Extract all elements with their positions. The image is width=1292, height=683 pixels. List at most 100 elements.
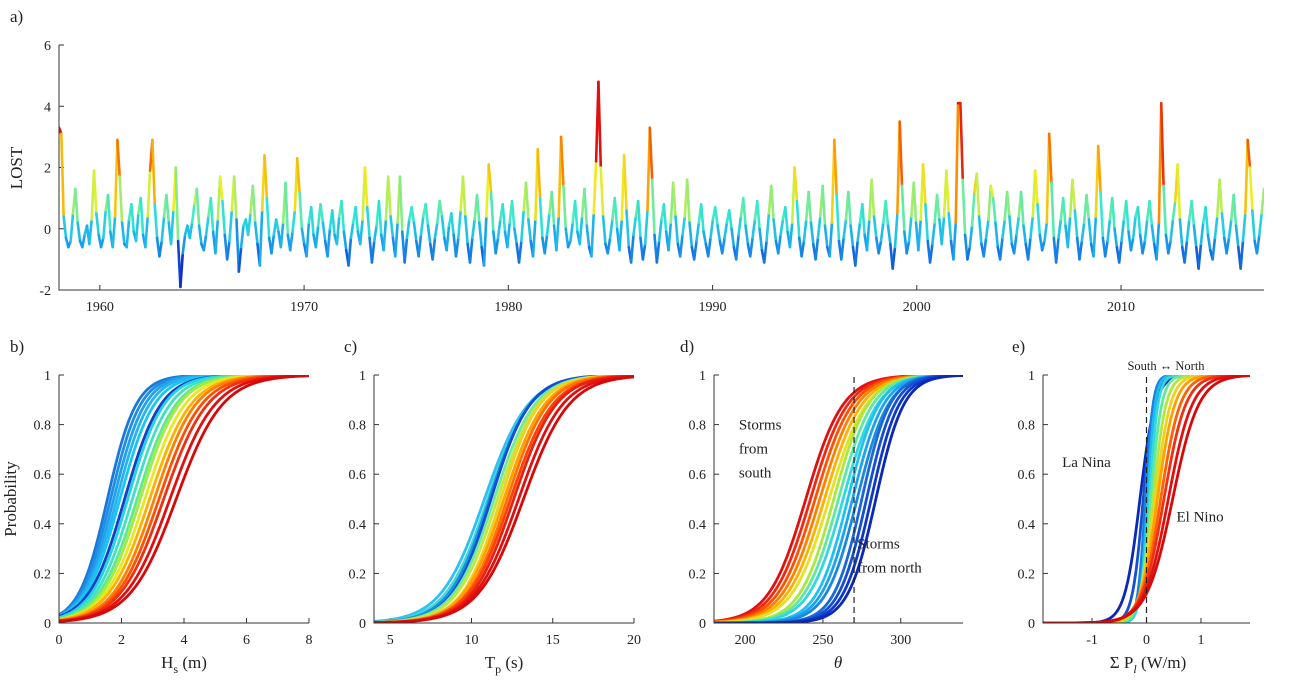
lost-series-segment: [678, 233, 684, 258]
xtick-label: 1980: [494, 300, 522, 315]
lost-series-segment: [849, 224, 855, 249]
lost-series-segment: [295, 157, 301, 194]
lost-series-segment: [685, 178, 691, 224]
panel-a-ticks: -2 0 2 4 6 1960 1970 1980 1990 2000 2010: [39, 39, 1135, 315]
panel-d-ticks: 0 0.2 0.4 0.6 0.8 1 200 250 300: [689, 369, 912, 648]
lost-series-segment: [599, 166, 605, 218]
ytick-label: 0: [44, 223, 51, 238]
lost-series-segment: [954, 101, 960, 224]
lost-series-segment: [1185, 218, 1191, 243]
lost-series-segment: [1225, 236, 1231, 255]
lost-series-segment: [209, 196, 215, 234]
lost-series-segment: [1220, 212, 1226, 240]
lost-series-segment: [1117, 239, 1123, 264]
lost-series-segment: [994, 221, 1000, 249]
lost-series-segment: [106, 193, 112, 234]
panel-e-annotations: La Nina El Nino: [1062, 455, 1223, 526]
lost-series-segment: [776, 233, 782, 255]
lost-series-segment: [305, 221, 311, 258]
panel-d-series: [714, 375, 963, 623]
annotation-text: south: [739, 466, 772, 482]
lost-series-segment: [769, 184, 775, 221]
lost-series-segment: [99, 236, 105, 249]
lost-series-segment: [204, 215, 210, 237]
lost-series-segment: [608, 218, 614, 240]
lost-series-segment: [606, 236, 612, 255]
lost-series-segment: [1015, 215, 1021, 237]
lost-series-segment: [398, 175, 404, 234]
lost-series-segment: [412, 221, 418, 243]
lost-series-segment: [130, 202, 136, 234]
panel-e-series: [1043, 375, 1250, 623]
panel-c-letter: c): [344, 337, 357, 356]
lost-series-segment: [372, 224, 378, 243]
lost-series-segment: [450, 212, 455, 237]
lost-series-segment: [907, 215, 913, 243]
lost-series-segment: [60, 132, 65, 218]
lost-series-segment: [403, 236, 409, 264]
lost-series-segment: [854, 239, 859, 267]
lost-series-segment: [433, 221, 439, 240]
lost-series-segment: [795, 199, 801, 240]
lost-series-segment: [970, 190, 976, 227]
lost-series-segment: [482, 215, 488, 267]
lost-series-segment: [641, 242, 647, 261]
xtick-label: -1: [1086, 633, 1098, 648]
lost-series-segment: [702, 230, 708, 246]
lost-series-segment: [569, 221, 575, 243]
lost-series-segment: [165, 193, 171, 224]
lost-series-segment: [800, 239, 806, 258]
lost-series-segment: [935, 193, 941, 221]
annotation-text: from north: [857, 561, 922, 577]
lost-series-segment: [69, 212, 75, 243]
xtick-label: 300: [890, 633, 911, 648]
lost-series-segment: [319, 202, 325, 224]
annotation-text: Storms: [857, 537, 900, 553]
lost-series-segment: [823, 224, 829, 249]
ytick-label: 0.4: [689, 518, 707, 533]
lost-series-segment: [720, 236, 726, 255]
lost-series-segment: [643, 209, 649, 246]
ytick-label: 0.4: [349, 518, 367, 533]
lost-series-segment: [81, 233, 86, 249]
lost-series-segment: [431, 236, 437, 261]
lost-series-segment: [977, 215, 983, 246]
lost-series-segment: [578, 215, 584, 246]
lost-series-segment: [349, 221, 355, 240]
lost-series-segment: [228, 209, 234, 243]
lost-series-segment: [755, 199, 761, 231]
lost-series-segment: [991, 196, 997, 224]
lost-series-segment: [410, 206, 416, 224]
lost-series-segment: [1029, 215, 1035, 240]
lost-series-segment: [1244, 138, 1249, 215]
ytick-label: 1: [1028, 369, 1035, 384]
lost-series-segment: [734, 233, 740, 261]
lost-series-segment: [737, 215, 743, 237]
lost-series-segment: [835, 193, 841, 243]
lost-series-segment: [524, 181, 530, 221]
ytick-label: 0.6: [1018, 468, 1036, 483]
xtick-label: 0: [56, 633, 63, 648]
lost-series-segment: [692, 239, 698, 261]
lost-series-segment: [214, 218, 220, 255]
lost-series-segment: [928, 242, 934, 264]
xtick-label: 8: [306, 633, 313, 648]
lost-series-segment: [555, 215, 561, 252]
cdf-curve-6: [59, 375, 309, 618]
lost-series-segment: [1005, 190, 1011, 218]
lost-series-segment: [218, 175, 224, 203]
lost-series-segment: [389, 215, 395, 240]
lost-series-segment: [613, 196, 619, 231]
lost-series-segment: [662, 202, 668, 234]
ytick-label: 0.8: [689, 419, 707, 434]
lost-series-segment: [1099, 190, 1105, 240]
ytick-label: 4: [44, 100, 51, 115]
ytick-label: 0.6: [689, 468, 707, 483]
lost-series-segment: [688, 221, 694, 249]
lost-series-segment: [730, 227, 736, 249]
lost-series-segment: [585, 224, 591, 249]
lost-series-segment: [1120, 218, 1126, 243]
lost-series-segment: [788, 221, 794, 249]
lost-series-segment: [1036, 202, 1042, 237]
panel-b-axes: [58, 375, 309, 624]
